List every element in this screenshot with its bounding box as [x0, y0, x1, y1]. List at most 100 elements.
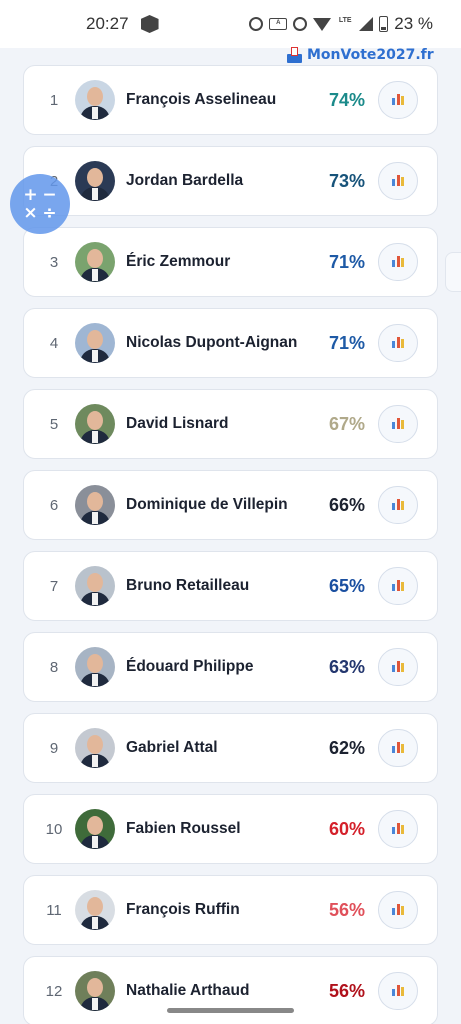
candidate-name: Nicolas Dupont-Aignan: [126, 334, 298, 351]
stats-button[interactable]: [378, 405, 418, 443]
stats-button[interactable]: [378, 162, 418, 200]
candidate-avatar: [75, 161, 115, 201]
candidate-rank: 3: [49, 253, 59, 271]
candidate-card[interactable]: 11 François Ruffin 56%: [23, 875, 438, 945]
brand-name: MonVote2027.fr: [307, 47, 434, 63]
candidate-avatar: [75, 647, 115, 687]
bar-chart-icon: [392, 985, 404, 996]
cell-signal-icon: [359, 17, 374, 31]
bar-chart-icon: [392, 337, 404, 348]
candidate-rank: 4: [49, 334, 59, 352]
candidate-name: Gabriel Attal: [126, 739, 218, 756]
candidate-score: 63%: [328, 656, 365, 677]
status-time: 20:27: [86, 14, 129, 33]
candidate-name: David Lisnard: [126, 415, 229, 432]
candidate-rank: 5: [49, 415, 59, 433]
candidate-card[interactable]: 9 Gabriel Attal 62%: [23, 713, 438, 783]
candidate-card[interactable]: 4 Nicolas Dupont-Aignan 71%: [23, 308, 438, 378]
candidate-avatar: [75, 323, 115, 363]
candidate-name: Édouard Philippe: [126, 658, 254, 675]
candidate-score: 66%: [328, 494, 365, 515]
candidate-rank: 12: [45, 982, 63, 1000]
candidate-avatar: [75, 890, 115, 930]
wifi-icon: [313, 17, 332, 31]
candidate-avatar: [75, 809, 115, 849]
bar-chart-icon: [392, 742, 404, 753]
candidate-avatar: [75, 80, 115, 120]
status-bar: 20:27 A LTE 23 %: [0, 0, 461, 48]
battery-icon: [379, 16, 389, 32]
stats-button[interactable]: [378, 972, 418, 1010]
bar-chart-icon: [392, 904, 404, 915]
stats-button[interactable]: [378, 324, 418, 362]
candidate-rank: 9: [49, 739, 59, 757]
bar-chart-icon: [392, 661, 404, 672]
candidate-avatar: [75, 728, 115, 768]
candidate-rank: 6: [49, 496, 59, 514]
candidate-name: Bruno Retailleau: [126, 577, 250, 594]
candidate-score: 56%: [328, 980, 365, 1001]
bar-chart-icon: [392, 256, 404, 267]
candidate-rank: 11: [46, 901, 62, 919]
calculator-floating-button[interactable]: + − × ÷: [10, 174, 70, 234]
candidate-rank: 1: [49, 91, 59, 109]
candidate-score: 71%: [328, 251, 365, 272]
stats-button[interactable]: [378, 729, 418, 767]
stats-button[interactable]: [378, 243, 418, 281]
candidate-score: 74%: [328, 89, 365, 110]
candidate-name: Jordan Bardella: [126, 172, 244, 189]
plus-icon: +: [23, 184, 38, 205]
candidate-score: 73%: [328, 170, 365, 191]
app-notification-icon: [140, 15, 159, 33]
bar-chart-icon: [392, 823, 404, 834]
alarm-icon: [249, 17, 264, 31]
minus-icon: −: [42, 184, 57, 205]
candidate-card[interactable]: 6 Dominique de Villepin 66%: [23, 470, 438, 540]
candidate-score: 60%: [328, 818, 365, 839]
candidate-score: 56%: [328, 899, 365, 920]
candidate-name: Nathalie Arthaud: [126, 982, 250, 999]
candidate-rank: 7: [49, 577, 59, 595]
candidate-card[interactable]: 5 David Lisnard 67%: [23, 389, 438, 459]
candidate-name: Fabien Roussel: [126, 820, 241, 837]
sync-icon: [293, 17, 308, 31]
divide-icon: ÷: [42, 202, 57, 223]
candidate-card[interactable]: 12 Nathalie Arthaud 56%: [23, 956, 438, 1024]
candidate-rank: 8: [49, 658, 59, 676]
candidate-card[interactable]: 7 Bruno Retailleau 65%: [23, 551, 438, 621]
candidate-score: 67%: [328, 413, 365, 434]
stats-button[interactable]: [378, 486, 418, 524]
battery-percentage: 23 %: [394, 14, 433, 33]
home-indicator[interactable]: [167, 1008, 294, 1013]
candidate-name: Éric Zemmour: [126, 253, 231, 270]
brand[interactable]: MonVote2027.fr: [286, 47, 434, 63]
candidate-card[interactable]: 8 Édouard Philippe 63%: [23, 632, 438, 702]
edge-panel-handle[interactable]: [445, 252, 461, 292]
status-icons: A LTE 23 %: [249, 14, 433, 34]
candidate-score: 71%: [328, 332, 365, 353]
candidate-avatar: [75, 566, 115, 606]
candidate-score: 62%: [328, 737, 365, 758]
candidate-name: François Asselineau: [126, 91, 277, 108]
ballot-box-icon: [286, 47, 303, 63]
bar-chart-icon: [392, 418, 404, 429]
candidate-card[interactable]: 3 Éric Zemmour 71%: [23, 227, 438, 297]
candidate-avatar: [75, 242, 115, 282]
bar-chart-icon: [392, 94, 404, 105]
candidate-card[interactable]: 1 François Asselineau 74%: [23, 65, 438, 135]
stats-button[interactable]: [378, 810, 418, 848]
stats-button[interactable]: [378, 648, 418, 686]
multiply-icon: ×: [23, 202, 38, 223]
bar-chart-icon: [392, 499, 404, 510]
candidate-name: François Ruffin: [126, 901, 240, 918]
stats-button[interactable]: [378, 891, 418, 929]
stats-button[interactable]: [378, 567, 418, 605]
bar-chart-icon: [392, 175, 404, 186]
candidate-avatar: [75, 485, 115, 525]
candidate-card[interactable]: 10 Fabien Roussel 60%: [23, 794, 438, 864]
candidate-rank: 10: [45, 820, 63, 838]
stats-button[interactable]: [378, 81, 418, 119]
candidate-avatar: [75, 971, 115, 1011]
candidate-score: 65%: [328, 575, 365, 596]
